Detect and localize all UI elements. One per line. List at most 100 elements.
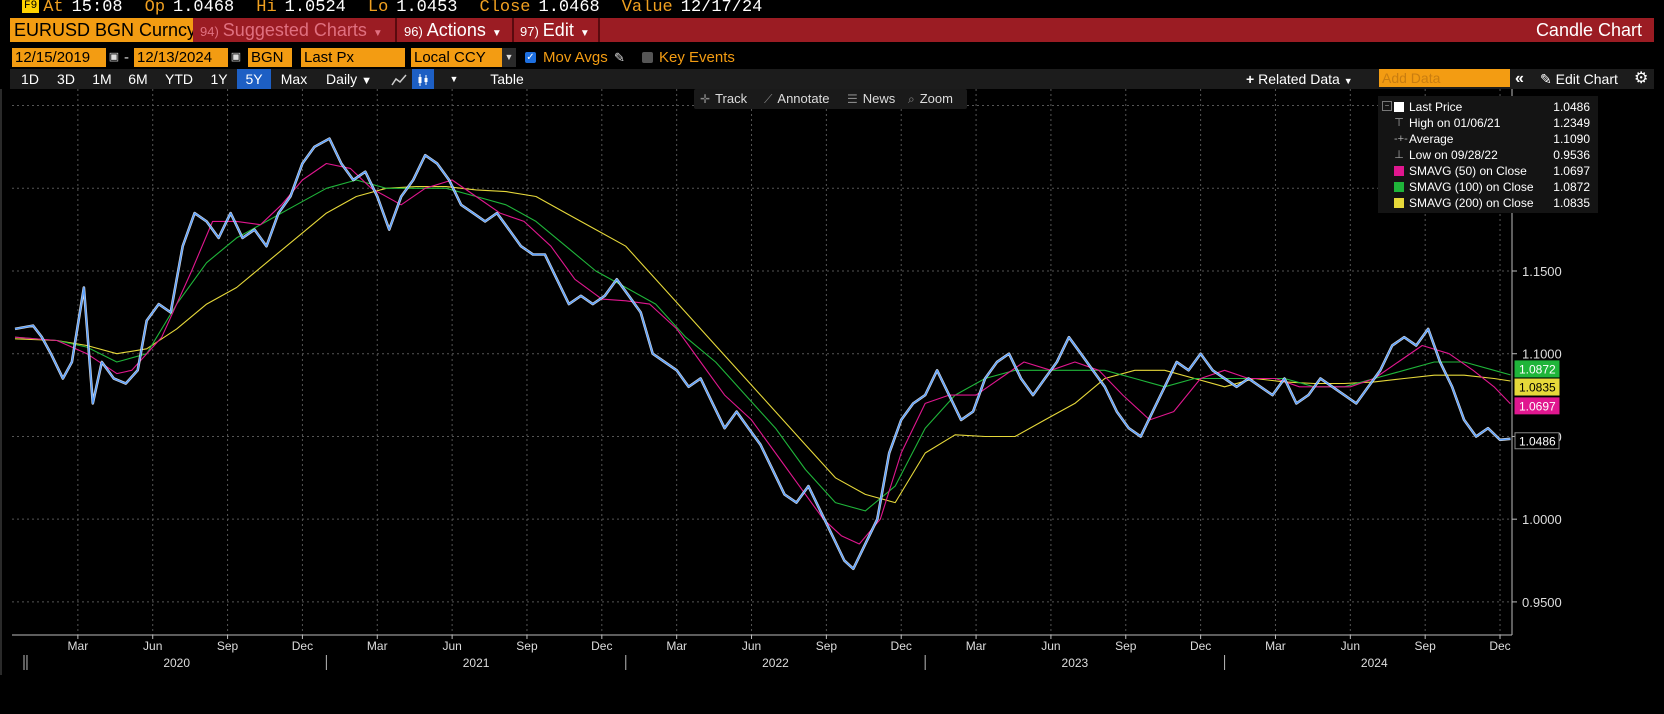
frequency-select[interactable]: Daily ▼	[318, 69, 380, 89]
end-value-label: 1.0697	[1514, 397, 1560, 415]
x-tick-label: Dec	[891, 639, 912, 653]
x-tick-label: Jun	[143, 639, 162, 653]
end-date-field[interactable]: 12/13/2024	[134, 48, 228, 67]
source-field[interactable]: BGN	[248, 48, 292, 67]
low-marker-icon: ⊥	[1394, 149, 1404, 161]
key-events-checkbox[interactable]	[642, 52, 653, 63]
chevron-down-icon[interactable]: ▼	[502, 48, 516, 67]
x-year-label: 2022	[762, 656, 789, 670]
legend-label: High on 01/06/21	[1409, 116, 1501, 130]
mov-avgs-checkbox[interactable]: ✓	[525, 52, 536, 63]
annotate-icon: ⟋	[764, 92, 773, 106]
period-1y[interactable]: 1Y	[210, 71, 228, 87]
end-value-text: 1.0697	[1519, 399, 1556, 413]
chevron-down-icon: ▼	[1343, 76, 1353, 86]
candle-chart-icon[interactable]	[412, 69, 434, 89]
related-data-menu[interactable]: + Related Data ▼	[1246, 69, 1353, 89]
calendar-icon[interactable]: ▣	[108, 51, 120, 63]
price-field-select[interactable]: Last Px	[301, 48, 405, 67]
table-button[interactable]: Table	[490, 71, 524, 87]
legend-label: SMAVG (50) on Close	[1409, 164, 1527, 178]
calendar-icon[interactable]: ▣	[230, 51, 242, 63]
average-marker-icon: -+-	[1394, 133, 1408, 145]
chevron-down-icon: ▼	[372, 28, 383, 39]
x-tick-label: Mar	[367, 639, 388, 653]
legend-low[interactable]: ⊥ Low on 09/28/22 0.9536	[1378, 147, 1598, 163]
related-data-label: Related Data	[1258, 71, 1340, 87]
annotate-tool[interactable]: ⟋ Annotate	[764, 89, 829, 109]
period-6m[interactable]: 6M	[128, 71, 148, 87]
x-tick-label: Mar	[68, 639, 89, 653]
end-value-box	[1514, 378, 1560, 396]
legend-swatch	[1394, 182, 1404, 192]
legend-swatch	[1394, 102, 1404, 112]
legend-last-price[interactable]: Last Price 1.0486	[1378, 99, 1598, 115]
end-value-text: 1.0835	[1519, 381, 1556, 395]
track-tool[interactable]: ✛ Track	[700, 89, 747, 109]
chart-grid	[12, 89, 1512, 635]
actions-menu[interactable]: 96) Actions ▼	[404, 18, 502, 42]
end-value-label: 1.0486	[1514, 432, 1560, 450]
news-tool[interactable]: ☰ News	[847, 89, 895, 109]
legend-sma200[interactable]: SMAVG (200) on Close 1.0835	[1378, 195, 1598, 211]
edit-menu[interactable]: 97) Edit ▼	[520, 18, 590, 42]
period-5y[interactable]: 5Y	[237, 69, 271, 89]
pencil-icon[interactable]: ✎	[614, 50, 625, 65]
end-value-text: 1.0486	[1519, 434, 1556, 448]
collapse-left-icon[interactable]: «	[1515, 70, 1524, 87]
x-tick-label: Jun	[1341, 639, 1360, 653]
chevron-down-icon: ▼	[361, 75, 372, 87]
frequency-label: Daily	[326, 71, 358, 87]
key-events-label[interactable]: Key Events	[659, 49, 735, 66]
legend-sma100[interactable]: SMAVG (100) on Close 1.0872	[1378, 179, 1598, 195]
news-icon: ☰	[847, 92, 858, 106]
chart-title-bar	[10, 18, 1654, 42]
open-value: 1.0468	[173, 0, 235, 16]
edit-chart-button[interactable]: ✎ Edit Chart	[1540, 69, 1618, 89]
menu-divider	[512, 18, 514, 42]
legend-swatch	[1394, 166, 1404, 176]
legend-high[interactable]: ⊤ High on 01/06/21 1.2349	[1378, 115, 1598, 131]
high-label: Hi	[256, 0, 277, 16]
period-3d[interactable]: 3D	[57, 71, 75, 87]
y-tick-label: 1.1500	[1522, 264, 1562, 279]
actions-number: 96)	[404, 24, 423, 39]
value-label: Value	[621, 0, 673, 16]
chart-tools-bar	[694, 89, 967, 109]
chevron-down-icon[interactable]: ▼	[449, 74, 459, 84]
menu-divider	[598, 18, 600, 42]
currency-select[interactable]: Local CCY	[411, 48, 502, 67]
legend-value: 1.0486	[1553, 100, 1590, 114]
value-date: 12/17/24	[680, 0, 763, 16]
ticker-field[interactable]: EURUSD BGN Curncy	[10, 18, 193, 42]
mov-avgs-label[interactable]: Mov Avgs	[543, 49, 608, 66]
period-max[interactable]: Max	[280, 71, 308, 87]
line-chart-icon[interactable]	[388, 69, 410, 89]
x-tick-label: Sep	[1115, 639, 1137, 653]
chart-legend: Last Price 1.0486 ⊤ High on 01/06/21 1.2349…	[1378, 96, 1598, 213]
legend-value: 1.0697	[1553, 164, 1590, 178]
start-date-field[interactable]: 12/15/2019	[12, 48, 106, 67]
y-tick-label: 0.9500	[1522, 595, 1562, 610]
period-ytd[interactable]: YTD	[165, 71, 193, 87]
x-tick-label: Sep	[217, 639, 239, 653]
legend-swatch	[1394, 198, 1404, 208]
add-data-input[interactable]: Add Data	[1379, 69, 1510, 87]
legend-sma50[interactable]: SMAVG (50) on Close 1.0697	[1378, 163, 1598, 179]
x-tick-label: Sep	[516, 639, 538, 653]
legend-value: 0.9536	[1553, 148, 1590, 162]
x-tick-label: Dec	[1190, 639, 1211, 653]
f9-key-tag[interactable]: F9	[22, 0, 40, 13]
x-year-label: 2024	[1361, 656, 1388, 670]
gear-icon[interactable]: ⚙	[1634, 70, 1649, 87]
legend-collapse-icon[interactable]: −	[1382, 101, 1392, 111]
suggested-charts-menu[interactable]: 94) Suggested Charts ▼	[200, 18, 383, 42]
end-value-label: 1.0872	[1514, 360, 1560, 378]
period-1d[interactable]: 1D	[21, 71, 39, 87]
zoom-tool[interactable]: ⌕ Zoom	[908, 89, 953, 109]
x-tick-label: Sep	[1414, 639, 1436, 653]
edit-label: Edit	[542, 20, 574, 40]
legend-average[interactable]: -+- Average 1.1090	[1378, 131, 1598, 147]
chevron-down-icon: ▼	[491, 28, 502, 39]
period-1m[interactable]: 1M	[92, 71, 112, 87]
